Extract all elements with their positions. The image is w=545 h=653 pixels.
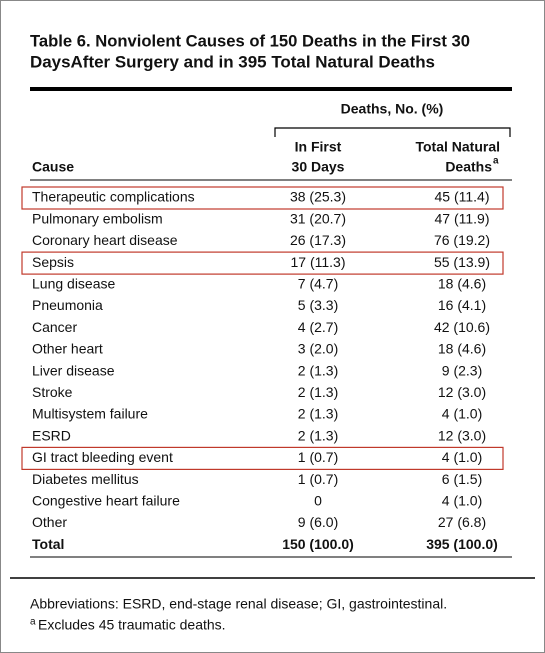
cell-value: 45 (11.4)	[435, 189, 490, 205]
row-label: Multisystem failure	[32, 406, 148, 422]
row-label: Congestive heart failure	[32, 493, 180, 509]
cell-value: 18 (4.6)	[438, 341, 486, 357]
title-line: Table 6. Nonviolent Causes of 150 Deaths…	[30, 31, 470, 50]
row-label: Pulmonary embolism	[32, 210, 163, 226]
cell-value: 16 (4.1)	[438, 297, 486, 313]
row-label: ESRD	[32, 427, 71, 443]
row-label: Cancer	[32, 319, 77, 335]
footnote: Excludes 45 traumatic deaths.	[38, 617, 226, 633]
cell-value: 47 (11.9)	[435, 210, 490, 226]
cell-value: 38 (25.3)	[290, 189, 346, 205]
row-label: Total	[32, 536, 64, 552]
title-line: DaysAfter Surgery and in 395 Total Natur…	[30, 52, 435, 71]
row-label: GI tract bleeding event	[32, 449, 173, 465]
cell-value: 5 (3.3)	[298, 297, 338, 313]
row-highlight	[21, 251, 504, 275]
cell-value: 7 (4.7)	[298, 276, 338, 292]
bracket	[274, 127, 511, 137]
cell-value: 55 (13.9)	[434, 254, 490, 270]
cell-value: 42 (10.6)	[434, 319, 490, 335]
cell-value: 17 (11.3)	[291, 254, 346, 270]
row-label: Pneumonia	[32, 297, 103, 313]
cell-value: 1 (0.7)	[298, 449, 338, 465]
cell-value: 4 (1.0)	[442, 493, 482, 509]
cell-value: 26 (17.3)	[290, 232, 346, 248]
row-label: Therapeutic complications	[32, 189, 195, 205]
row-label: Liver disease	[32, 362, 115, 378]
cell-value: 12 (3.0)	[438, 384, 486, 400]
group-header: Deaths, No. (%)	[341, 101, 444, 117]
column-header: 30 Days	[292, 159, 345, 175]
cell-value: 6 (1.5)	[442, 471, 482, 487]
cell-value: 2 (1.3)	[298, 384, 338, 400]
cell-value: 0	[314, 493, 322, 509]
cell-value: 9 (6.0)	[298, 514, 338, 530]
row-label: Diabetes mellitus	[32, 471, 139, 487]
row-highlight	[21, 446, 504, 470]
cell-value: 9 (2.3)	[442, 362, 482, 378]
cell-value: 76 (19.2)	[434, 232, 490, 248]
row-label: Sepsis	[32, 254, 74, 270]
footnote: Abbreviations: ESRD, end-stage renal dis…	[30, 596, 447, 612]
cell-value: 31 (20.7)	[290, 210, 346, 226]
row-label: Lung disease	[32, 276, 116, 292]
cell-value: 1 (0.7)	[298, 471, 338, 487]
row-label: Coronary heart disease	[32, 232, 178, 248]
cell-value: 12 (3.0)	[438, 427, 486, 443]
cell-value: 4 (2.7)	[298, 319, 338, 335]
row-label: Other heart	[32, 341, 103, 357]
row-label: Other	[32, 514, 67, 530]
cell-value: 18 (4.6)	[438, 276, 486, 292]
column-header: Cause	[32, 159, 74, 175]
cell-value: 2 (1.3)	[298, 427, 338, 443]
cell-value: 4 (1.0)	[442, 449, 482, 465]
column-header: In First	[295, 139, 342, 155]
cell-value: 4 (1.0)	[442, 406, 482, 422]
cell-value: 150 (100.0)	[282, 536, 354, 552]
cell-value: 2 (1.3)	[298, 362, 338, 378]
row-label: Stroke	[32, 384, 73, 400]
column-header-superscript: a	[493, 156, 499, 167]
row-highlight	[21, 186, 504, 210]
cell-value: 27 (6.8)	[438, 514, 486, 530]
footnote-marker: a	[30, 617, 36, 628]
cell-value: 395 (100.0)	[426, 536, 498, 552]
cell-value: 3 (2.0)	[298, 341, 338, 357]
column-header: Total Natural	[415, 139, 500, 155]
column-header: Deaths	[445, 159, 492, 175]
cell-value: 2 (1.3)	[298, 406, 338, 422]
